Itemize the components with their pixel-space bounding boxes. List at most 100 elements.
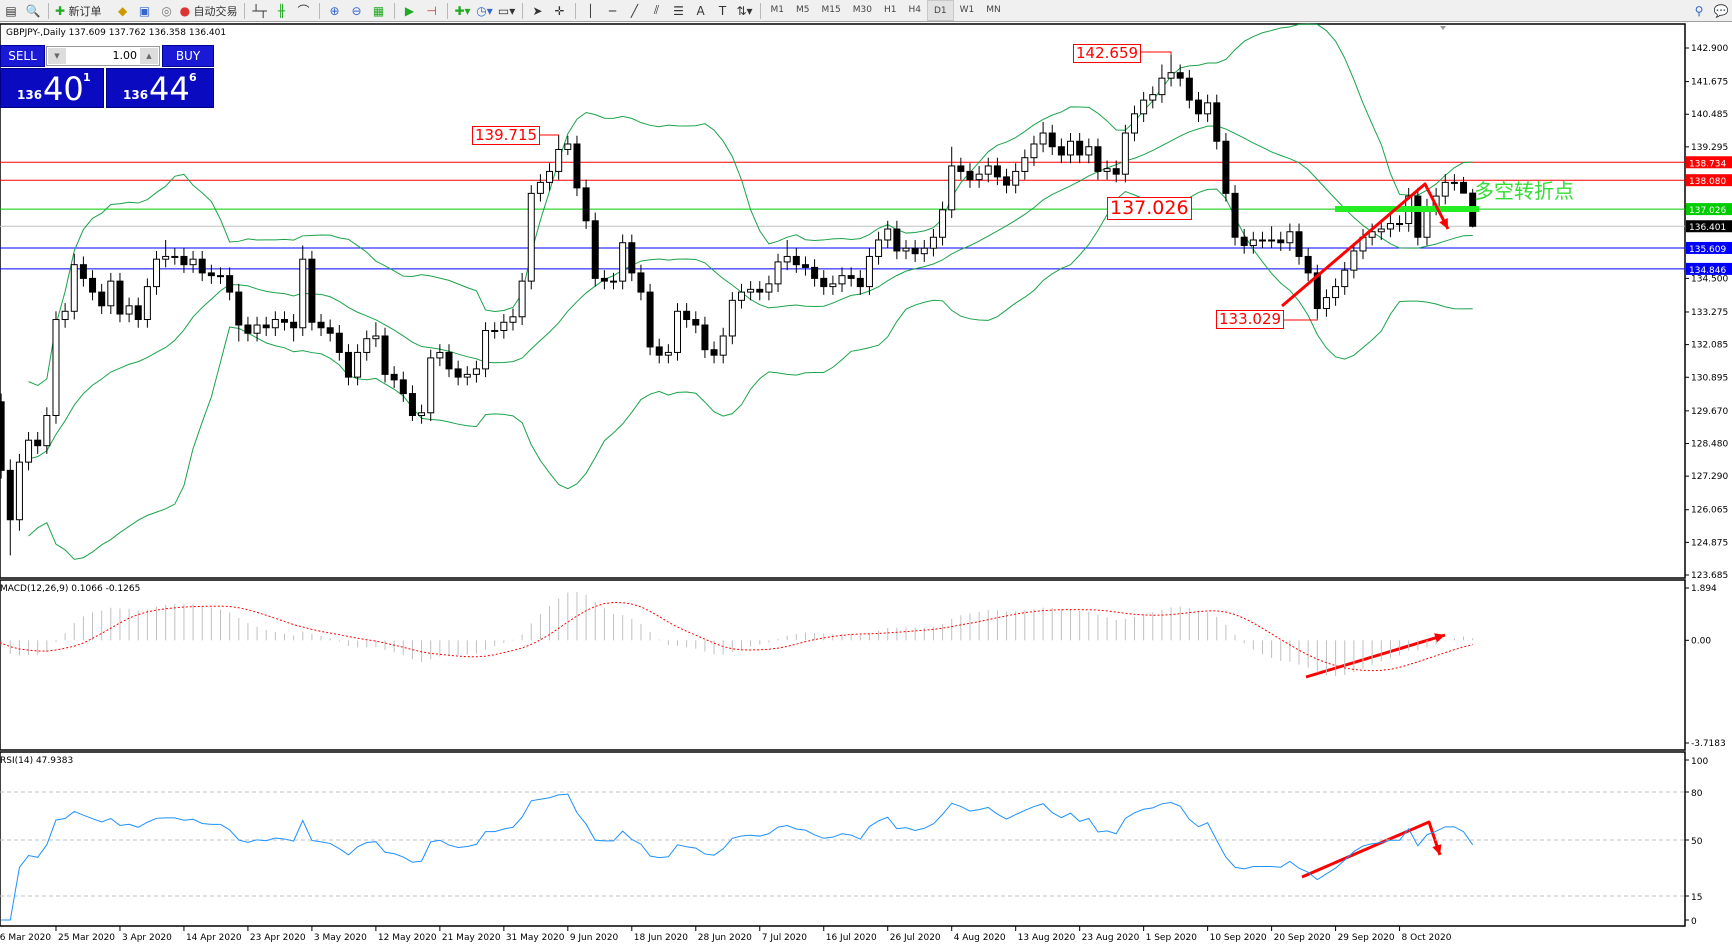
profiles-icon[interactable]: 🔍	[25, 3, 41, 18]
candle	[1304, 248, 1312, 282]
candle	[591, 212, 599, 287]
crosshair-icon[interactable]: ✛	[554, 3, 565, 18]
candle	[518, 272, 526, 326]
lot-size-value[interactable]: 1.00	[112, 49, 138, 62]
timeframe-w1[interactable]: W1	[959, 4, 975, 15]
periods-icon[interactable]: ◷▾	[476, 3, 493, 18]
price-pane	[0, 23, 1686, 579]
candle-body	[582, 187, 590, 222]
signals-icon[interactable]: ◎	[161, 3, 172, 18]
june-high-price-label[interactable]: 139.715	[472, 126, 541, 145]
candle-body	[454, 368, 462, 378]
date-tick-label: 9 Jun 2020	[570, 933, 619, 943]
candle	[783, 239, 791, 271]
new-order-button[interactable]: ✚ 新订单	[53, 1, 104, 20]
level-price-label: 134.846	[1689, 266, 1726, 276]
text-icon[interactable]: A	[696, 3, 705, 18]
timeframe-mn[interactable]: MN	[986, 4, 1001, 15]
timeframe-h1[interactable]: H1	[883, 4, 897, 15]
timeframe-m1[interactable]: M1	[770, 4, 785, 15]
candle	[1048, 124, 1056, 155]
candle-body	[865, 255, 873, 288]
timeframe-m5[interactable]: M5	[796, 4, 810, 15]
candle-body	[829, 283, 837, 288]
pivot-price-label[interactable]: 137.026	[1107, 197, 1192, 220]
chart-window[interactable]: 142.900 141.675 140.485 139.295 134.500 133.2…	[0, 22, 1732, 944]
candle-body	[34, 439, 42, 447]
tile-windows-icon[interactable]: ▦	[372, 3, 385, 18]
zoom-in-icon[interactable]: ⊕	[329, 3, 340, 18]
candle-body	[655, 346, 663, 356]
timeframe-d1[interactable]: D1	[926, 0, 954, 21]
candle-body	[0, 401, 5, 471]
line-chart-icon[interactable]: ⌒	[297, 4, 310, 18]
sell-price-button[interactable]: 136 40 1	[0, 68, 104, 108]
new-chart-icon[interactable]: ▤	[5, 3, 17, 18]
toolbar-separator	[446, 2, 448, 19]
indicators-icon[interactable]: ✚▾	[454, 3, 471, 18]
candle-body	[418, 412, 426, 417]
timeframe-h4[interactable]: H4	[908, 4, 921, 15]
turning-point-text[interactable]: 多空转折点	[1474, 179, 1574, 203]
cursor-icon[interactable]: ➤	[532, 3, 543, 18]
level-price-label: 136.401	[1689, 223, 1726, 233]
zoom-out-icon[interactable]: ⊖	[351, 3, 362, 18]
vertical-line-icon[interactable]: │	[586, 3, 595, 18]
candle-body	[1085, 146, 1093, 156]
buy-price-button[interactable]: 136 44 6	[106, 68, 214, 108]
candle	[1258, 231, 1266, 249]
candle	[98, 283, 106, 315]
equidistant-channel-icon[interactable]: ⫽	[653, 3, 660, 17]
text-label-icon[interactable]: T	[718, 3, 727, 18]
candle-body	[719, 335, 727, 356]
candle-body	[664, 351, 672, 356]
candle-body	[1450, 181, 1458, 184]
search-icon[interactable]: ⚲	[1694, 3, 1704, 18]
candle-body	[856, 277, 864, 288]
trendline-icon[interactable]: ╱	[630, 3, 639, 18]
templates-icon[interactable]: ▭▾	[497, 3, 516, 18]
timeframe-m30[interactable]: M30	[852, 4, 872, 15]
candle-body	[1304, 255, 1312, 274]
sell-button[interactable]: SELL	[0, 45, 45, 67]
candle	[1240, 229, 1248, 254]
lot-decrease-icon[interactable]: ▼	[48, 48, 66, 64]
low-label-connector	[1278, 318, 1318, 321]
candle-body	[884, 228, 892, 241]
rsi-trend-arrow	[1301, 820, 1442, 879]
candle	[61, 303, 69, 328]
high-price-label[interactable]: 142.659	[1073, 44, 1142, 63]
arrows-icon[interactable]: ⇅▾	[736, 3, 753, 18]
candle-body	[957, 165, 965, 172]
candle	[52, 311, 60, 424]
auto-trading-button[interactable]: ● 自动交易	[178, 1, 240, 20]
candle	[354, 344, 362, 386]
metaeditor-icon[interactable]: ◆	[117, 3, 128, 18]
auto-scroll-icon[interactable]: ▶	[404, 3, 415, 18]
chat-icon[interactable]: 💬	[1713, 3, 1729, 18]
chart-shift-marker	[1440, 26, 1446, 30]
candle-body	[472, 368, 480, 375]
candle	[573, 135, 581, 197]
buy-button[interactable]: BUY	[162, 45, 214, 67]
rsi-tick-label: 80	[1691, 789, 1703, 799]
candle-body	[89, 277, 97, 293]
buy-price-prefix: 136	[123, 88, 149, 102]
lot-size-field[interactable]: ▼ 1.00 ▲	[46, 46, 160, 66]
candle-body	[929, 236, 937, 249]
candle-body	[610, 280, 618, 283]
date-tick-label: 1 Sep 2020	[1146, 933, 1198, 943]
candle-body	[801, 264, 809, 268]
chart-shift-icon[interactable]: ⊣	[426, 3, 437, 18]
candle	[390, 366, 398, 389]
candle-body	[335, 332, 343, 353]
low-price-label[interactable]: 133.029	[1216, 310, 1285, 329]
horizontal-line-icon[interactable]: ─	[608, 3, 617, 18]
candle-body	[792, 255, 800, 266]
timeframe-m15[interactable]: M15	[821, 4, 841, 15]
candlestick-icon[interactable]: ╫	[277, 3, 286, 18]
fibonacci-icon[interactable]: ☰	[673, 3, 684, 18]
lot-increase-icon[interactable]: ▲	[140, 48, 158, 64]
market-watch-icon[interactable]: ▣	[138, 3, 151, 18]
bar-chart-icon[interactable]: ┴┬	[252, 3, 267, 18]
